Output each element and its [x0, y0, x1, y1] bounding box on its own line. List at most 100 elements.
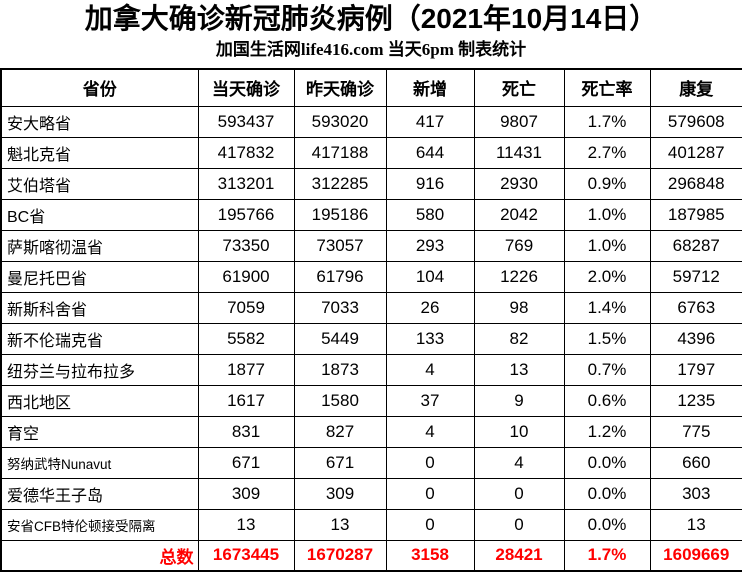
province-name-cell: 魁北克省 [0, 136, 199, 169]
value-cell: 0 [385, 446, 475, 479]
table-body: 安大略省 593437 593020 417 9807 1.7% 579608 魁北克省 417… [0, 105, 742, 541]
value-cell: 1226 [473, 260, 565, 293]
value-cell: 73350 [197, 229, 295, 262]
value-cell: 417188 [293, 136, 387, 169]
value-cell: 579608 [649, 105, 742, 138]
province-name-cell: 新斯科舍省 [0, 291, 199, 324]
value-cell: 296848 [649, 167, 742, 200]
value-cell: 195186 [293, 198, 387, 231]
header-cell-deaths: 死亡 [473, 68, 565, 107]
total-death-rate-cell: 1.7% [563, 539, 651, 572]
value-cell: 10 [473, 415, 565, 448]
header-cell-yesterday-confirmed: 昨天确诊 [293, 68, 387, 107]
value-cell: 98 [473, 291, 565, 324]
value-cell: 593437 [197, 105, 295, 138]
page-subtitle: 加国生活网life416.com 当天6pm 制表统计 [215, 40, 527, 59]
value-cell: 916 [385, 167, 475, 200]
value-cell: 104 [385, 260, 475, 293]
page-title: 加拿大确诊新冠肺炎病例（2021年10月14日） [84, 3, 658, 34]
table-row: 爱德华王子岛 309 309 0 0 0.0% 303 [0, 477, 742, 510]
table-row: 魁北克省 417832 417188 644 11431 2.7% 401287 [0, 136, 742, 169]
value-cell: 1.2% [563, 415, 651, 448]
total-today-confirmed-cell: 1673445 [197, 539, 295, 572]
value-cell: 775 [649, 415, 742, 448]
table-row: 努纳武特Nunavut 671 671 0 4 0.0% 660 [0, 446, 742, 479]
value-cell: 13 [197, 508, 295, 541]
table-row: 育空 831 827 4 10 1.2% 775 [0, 415, 742, 448]
value-cell: 1797 [649, 353, 742, 386]
value-cell: 312285 [293, 167, 387, 200]
table-row: 艾伯塔省 313201 312285 916 2930 0.9% 296848 [0, 167, 742, 200]
header-cell-recovered: 康复 [649, 68, 742, 107]
value-cell: 13 [473, 353, 565, 386]
value-cell: 4396 [649, 322, 742, 355]
value-cell: 671 [293, 446, 387, 479]
value-cell: 1.7% [563, 105, 651, 138]
province-name-cell: 安省CFB特伦顿接受隔离 [0, 508, 199, 541]
value-cell: 61900 [197, 260, 295, 293]
table-row: 西北地区 1617 1580 37 9 0.6% 1235 [0, 384, 742, 417]
value-cell: 593020 [293, 105, 387, 138]
province-name-cell: 纽芬兰与拉布拉多 [0, 353, 199, 386]
value-cell: 2930 [473, 167, 565, 200]
header-cell-today-confirmed: 当天确诊 [197, 68, 295, 107]
table-row: 新斯科舍省 7059 7033 26 98 1.4% 6763 [0, 291, 742, 324]
value-cell: 1.4% [563, 291, 651, 324]
province-name-cell: 爱德华王子岛 [0, 477, 199, 510]
value-cell: 313201 [197, 167, 295, 200]
province-name-cell: 努纳武特Nunavut [0, 446, 199, 479]
value-cell: 59712 [649, 260, 742, 293]
value-cell: 2.0% [563, 260, 651, 293]
value-cell: 309 [197, 477, 295, 510]
value-cell: 1.5% [563, 322, 651, 355]
total-new-cases-cell: 3158 [385, 539, 475, 572]
province-name-cell: 育空 [0, 415, 199, 448]
header-cell-province: 省份 [0, 68, 199, 107]
value-cell: 4 [473, 446, 565, 479]
value-cell: 133 [385, 322, 475, 355]
value-cell: 5449 [293, 322, 387, 355]
value-cell: 0.0% [563, 508, 651, 541]
province-name-cell: 西北地区 [0, 384, 199, 417]
table-header-row: 省份 当天确诊 昨天确诊 新增 死亡 死亡率 康复 [0, 68, 742, 107]
value-cell: 1.0% [563, 198, 651, 231]
value-cell: 309 [293, 477, 387, 510]
table-row: 安大略省 593437 593020 417 9807 1.7% 579608 [0, 105, 742, 138]
value-cell: 7033 [293, 291, 387, 324]
province-name-cell: BC省 [0, 198, 199, 231]
value-cell: 7059 [197, 291, 295, 324]
value-cell: 401287 [649, 136, 742, 169]
value-cell: 37 [385, 384, 475, 417]
value-cell: 303 [649, 477, 742, 510]
value-cell: 1877 [197, 353, 295, 386]
value-cell: 417 [385, 105, 475, 138]
value-cell: 187985 [649, 198, 742, 231]
value-cell: 831 [197, 415, 295, 448]
value-cell: 0 [473, 477, 565, 510]
province-name-cell: 艾伯塔省 [0, 167, 199, 200]
value-cell: 11431 [473, 136, 565, 169]
total-label-cell: 总数 [0, 539, 199, 572]
value-cell: 0 [473, 508, 565, 541]
table-row: 纽芬兰与拉布拉多 1877 1873 4 13 0.7% 1797 [0, 353, 742, 386]
value-cell: 13 [649, 508, 742, 541]
value-cell: 0.6% [563, 384, 651, 417]
table-row: BC省 195766 195186 580 2042 1.0% 187985 [0, 198, 742, 231]
table-row: 安省CFB特伦顿接受隔离 13 13 0 0 0.0% 13 [0, 508, 742, 541]
value-cell: 0.9% [563, 167, 651, 200]
table-row: 萨斯喀彻温省 73350 73057 293 769 1.0% 68287 [0, 229, 742, 262]
value-cell: 1235 [649, 384, 742, 417]
value-cell: 0.0% [563, 477, 651, 510]
value-cell: 2042 [473, 198, 565, 231]
table-total-row: 总数 1673445 1670287 3158 28421 1.7% 16096… [0, 539, 742, 572]
value-cell: 660 [649, 446, 742, 479]
table-row: 曼尼托巴省 61900 61796 104 1226 2.0% 59712 [0, 260, 742, 293]
value-cell: 580 [385, 198, 475, 231]
value-cell: 0.0% [563, 446, 651, 479]
value-cell: 671 [197, 446, 295, 479]
total-recovered-cell: 1609669 [649, 539, 742, 572]
value-cell: 1580 [293, 384, 387, 417]
value-cell: 2.7% [563, 136, 651, 169]
covid-cases-table: 省份 当天确诊 昨天确诊 新增 死亡 死亡率 康复 安大略省 593437 5930… [0, 68, 742, 572]
